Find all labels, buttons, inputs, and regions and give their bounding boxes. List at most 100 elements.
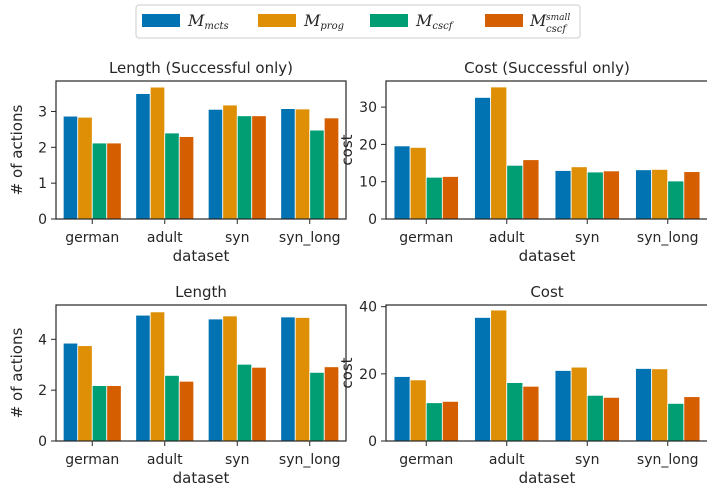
- legend-label-3: Msmall cscf: [529, 11, 570, 35]
- x-tick-label: syn: [225, 230, 249, 246]
- legend-label-1: Mprog: [303, 11, 344, 32]
- x-axis-label: dataset: [173, 247, 230, 265]
- legend-frame: [135, 4, 581, 39]
- x-tick-label: adult: [147, 230, 183, 246]
- x-tick-label: german: [65, 452, 119, 468]
- bar-cost-successful-syn_long-1: [651, 168, 669, 220]
- y-tick-label: 30: [359, 100, 377, 116]
- bar-length-successful-adult-1: [149, 86, 166, 220]
- bar-cost-german-3: [441, 400, 459, 442]
- bar-length-adult-0: [135, 314, 151, 442]
- bar-cost-german-1: [409, 379, 427, 442]
- bar-cost-successful-adult-0: [474, 97, 492, 220]
- axes-frame: [385, 80, 707, 220]
- bar-cost-successful-syn_long-0: [635, 169, 653, 220]
- bar-cost-successful-syn_long-3: [683, 171, 701, 220]
- bar-length-successful-syn-3: [251, 115, 267, 220]
- bar-cost-successful-syn-0: [554, 170, 572, 220]
- bar-cost-successful-syn-1: [570, 166, 588, 220]
- y-axis-label: # of actions: [8, 105, 26, 196]
- bar-cost-syn-2: [586, 394, 604, 442]
- bar-length-syn_long-0: [280, 316, 296, 442]
- legend-swatch-2: [370, 14, 408, 27]
- x-axis-label: dataset: [173, 469, 230, 484]
- x-tick-label: german: [399, 452, 453, 468]
- subplot-cost: german adult syn syn_long 0 20 40 Cost dataset co…: [338, 283, 707, 484]
- bar-cost-adult-3: [522, 385, 540, 442]
- bar-cost-adult-1: [490, 309, 508, 442]
- y-tick-label: 20: [359, 137, 377, 153]
- bar-cost-syn_long-3: [683, 396, 701, 442]
- bar-cost-successful-german-0: [393, 145, 411, 220]
- bar-length-successful-syn-1: [222, 104, 238, 220]
- legend-label-2: Mcscf: [415, 11, 455, 32]
- bar-length-german-0: [62, 342, 79, 442]
- bar-length-successful-german-3: [106, 142, 122, 220]
- axes-frame: [55, 304, 347, 442]
- bar-length-syn_long-1: [294, 317, 311, 442]
- bar-cost-successful-syn-2: [586, 171, 604, 220]
- bar-length-german-1: [77, 345, 93, 442]
- x-tick-label: syn: [575, 230, 599, 246]
- bar-cost-adult-0: [474, 317, 492, 442]
- bar-length-syn_long-2: [309, 371, 325, 442]
- bar-length-successful-german-0: [62, 115, 79, 220]
- subplot-length: german adult syn syn_long 0 2 4 Length dataset # …: [8, 283, 347, 484]
- x-tick-label: adult: [147, 452, 183, 468]
- bar-cost-syn-3: [602, 396, 620, 442]
- bar-cost-german-2: [425, 402, 443, 442]
- bar-length-syn-0: [207, 318, 224, 442]
- subplot-title: Length: [175, 283, 227, 301]
- bar-length-successful-syn_long-1: [294, 108, 311, 220]
- subplot-title: Cost (Successful only): [464, 59, 630, 77]
- bar-cost-syn_long-0: [635, 368, 653, 442]
- bar-length-adult-3: [178, 380, 195, 442]
- bar-cost-syn_long-1: [651, 368, 669, 442]
- bar-length-german-2: [91, 385, 108, 442]
- bar-length-successful-syn_long-2: [309, 129, 325, 220]
- bar-length-syn-2: [236, 363, 253, 442]
- legend-label-0: Mmcts: [187, 11, 229, 32]
- y-axis-label: # of actions: [8, 328, 26, 419]
- legend: Mmcts Mprog Mcscf Msmall cscf: [135, 4, 581, 39]
- bar-cost-successful-adult-1: [490, 86, 508, 220]
- bar-cost-syn-1: [570, 366, 588, 442]
- bar-length-successful-syn-0: [207, 108, 224, 220]
- bar-cost-successful-syn_long-2: [667, 180, 685, 220]
- legend-swatch-0: [142, 14, 180, 27]
- x-tick-label: german: [399, 230, 453, 246]
- x-tick-label: syn_long: [637, 230, 699, 246]
- bar-length-successful-german-2: [91, 142, 108, 220]
- x-tick-label: german: [65, 230, 119, 246]
- x-axis-label: dataset: [519, 469, 576, 484]
- x-tick-label: adult: [489, 452, 525, 468]
- bar-length-successful-syn_long-0: [280, 108, 296, 220]
- y-tick-label: 1: [38, 176, 47, 192]
- subplot-cost-successful: german adult syn syn_long 0 10 20 30 Cost (Succe…: [338, 59, 707, 265]
- y-tick-label: 4: [38, 332, 47, 348]
- bar-cost-german-0: [393, 376, 411, 442]
- x-axis-label: dataset: [519, 247, 576, 265]
- x-tick-label: syn_long: [637, 452, 699, 468]
- y-tick-label: 0: [38, 212, 47, 228]
- bar-cost-syn_long-2: [667, 402, 685, 442]
- axes-frame: [55, 80, 347, 220]
- bar-length-adult-2: [164, 375, 180, 442]
- bar-cost-successful-adult-2: [506, 164, 524, 220]
- subplot-title: Length (Successful only): [109, 59, 293, 77]
- bar-cost-successful-adult-3: [522, 159, 540, 220]
- subplot-length-successful: german adult syn syn_long 0 1 2 3 Length (Succes…: [8, 59, 347, 265]
- bar-length-successful-adult-3: [178, 136, 195, 220]
- y-axis-label: cost: [338, 134, 356, 165]
- y-tick-label: 0: [38, 434, 47, 450]
- y-tick-label: 20: [359, 367, 377, 383]
- y-tick-label: 2: [38, 383, 47, 399]
- bar-length-syn-3: [251, 366, 267, 442]
- bar-cost-successful-german-3: [441, 176, 459, 220]
- x-tick-label: adult: [489, 230, 525, 246]
- y-tick-label: 10: [359, 175, 377, 191]
- legend-swatch-3: [485, 14, 523, 27]
- bar-length-successful-syn_long-3: [323, 117, 340, 220]
- legend-swatch-1: [258, 14, 296, 27]
